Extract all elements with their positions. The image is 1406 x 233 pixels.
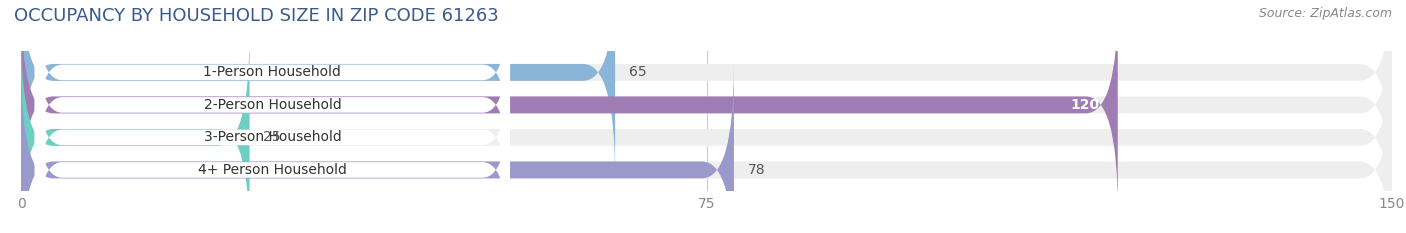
Text: Source: ZipAtlas.com: Source: ZipAtlas.com — [1258, 7, 1392, 20]
FancyBboxPatch shape — [35, 0, 510, 162]
FancyBboxPatch shape — [21, 0, 616, 178]
FancyBboxPatch shape — [21, 0, 1392, 210]
FancyBboxPatch shape — [35, 15, 510, 195]
Text: OCCUPANCY BY HOUSEHOLD SIZE IN ZIP CODE 61263: OCCUPANCY BY HOUSEHOLD SIZE IN ZIP CODE … — [14, 7, 499, 25]
Text: 65: 65 — [628, 65, 647, 79]
FancyBboxPatch shape — [21, 32, 1392, 233]
FancyBboxPatch shape — [21, 0, 1392, 178]
Text: 78: 78 — [748, 163, 765, 177]
FancyBboxPatch shape — [21, 65, 1392, 233]
FancyBboxPatch shape — [35, 80, 510, 233]
Text: 3-Person Household: 3-Person Household — [204, 130, 342, 144]
FancyBboxPatch shape — [21, 32, 250, 233]
Text: 2-Person Household: 2-Person Household — [204, 98, 342, 112]
FancyBboxPatch shape — [35, 48, 510, 227]
FancyBboxPatch shape — [21, 65, 734, 233]
FancyBboxPatch shape — [21, 0, 1118, 210]
Text: 25: 25 — [263, 130, 281, 144]
Text: 120: 120 — [1070, 98, 1099, 112]
Text: 1-Person Household: 1-Person Household — [204, 65, 342, 79]
Text: 4+ Person Household: 4+ Person Household — [198, 163, 347, 177]
